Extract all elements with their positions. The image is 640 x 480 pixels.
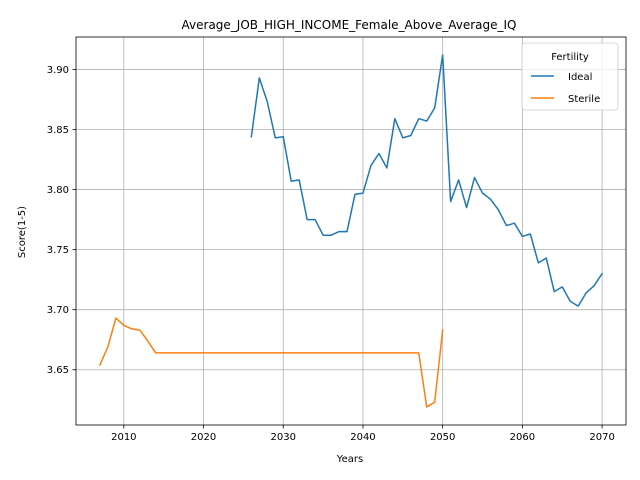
legend: Fertility Ideal Sterile <box>521 42 619 111</box>
legend-label-sterile: Sterile <box>568 94 600 105</box>
x-tick-label: 2070 <box>589 432 614 443</box>
chart-title: Average_JOB_HIGH_INCOME_Female_Above_Ave… <box>182 18 517 32</box>
y-tick-label: 3.75 <box>47 245 69 256</box>
legend-title: Fertility <box>551 52 589 63</box>
y-tick-label: 3.65 <box>47 365 69 376</box>
x-tick-label: 2030 <box>271 432 296 443</box>
x-tick-label: 2060 <box>510 432 535 443</box>
series-line-ideal <box>250 54 604 307</box>
y-tick-label: 3.70 <box>47 305 69 316</box>
series-layer <box>98 54 604 408</box>
x-tick-label: 2010 <box>111 432 136 443</box>
plot-frame <box>75 36 627 426</box>
series-line-sterile <box>98 317 444 408</box>
y-tick-label: 3.80 <box>47 185 69 196</box>
y-tick-label: 3.90 <box>47 65 69 76</box>
x-tick-label: 2040 <box>350 432 375 443</box>
legend-box <box>521 42 619 111</box>
x-axis-ticks: 2010 2020 2030 2040 2050 2060 2070 <box>111 425 615 443</box>
y-tick-label: 3.85 <box>47 125 69 136</box>
x-tick-label: 2020 <box>191 432 216 443</box>
x-tick-label: 2050 <box>430 432 455 443</box>
y-axis-ticks: 3.65 3.70 3.75 3.80 3.85 3.90 <box>47 65 76 376</box>
y-axis-label: Score(1-5) <box>17 206 28 258</box>
legend-label-ideal: Ideal <box>568 72 592 83</box>
x-axis-label: Years <box>336 454 363 465</box>
